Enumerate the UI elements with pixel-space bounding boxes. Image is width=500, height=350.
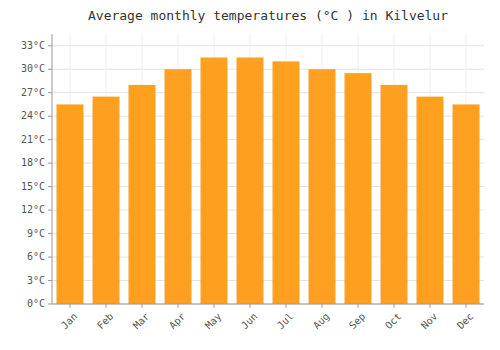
bar: [165, 69, 192, 304]
x-tick: [466, 304, 467, 308]
y-tick-label: 3°C: [27, 275, 45, 286]
y-tick: [48, 45, 52, 46]
x-tick-label: Feb: [95, 311, 116, 332]
bar: [381, 85, 408, 304]
chart: 0°C 3°C 6°C 9°C 12°C 15°C 18°C 21°C 24°C 27°C 30°C…: [0, 0, 500, 350]
x-tick: [142, 304, 143, 308]
x-tick: [322, 304, 323, 308]
bar: [93, 97, 120, 304]
x-tick-label: Mar: [131, 311, 152, 332]
x-tick-label: Aug: [311, 311, 332, 332]
y-tick: [48, 116, 52, 117]
y-tick-label: 12°C: [21, 204, 45, 215]
y-tick: [48, 186, 52, 187]
chart-container: 0°C 3°C 6°C 9°C 12°C 15°C 18°C 21°C 24°C 27°C 30°C…: [0, 0, 500, 350]
bars: [57, 57, 480, 304]
x-tick-label: Apr: [167, 311, 188, 332]
y-tick: [48, 233, 52, 234]
y-tick-label: 0°C: [27, 298, 45, 309]
y-tick: [48, 304, 52, 305]
y-tick-label: 24°C: [21, 110, 45, 121]
y-tick-label: 18°C: [21, 157, 45, 168]
y-tick: [48, 92, 52, 93]
bar: [129, 85, 156, 304]
x-tick: [214, 304, 215, 308]
y-tick-label: 6°C: [27, 251, 45, 262]
x-tick-label: Oct: [383, 311, 404, 332]
grid: [52, 34, 484, 304]
y-grid-line: [52, 304, 484, 305]
x-axis-line: [52, 304, 484, 305]
title: Average monthly temperatures (°C ) in Ki…: [88, 8, 448, 23]
y-tick-label: 9°C: [27, 228, 45, 239]
y-tick: [48, 210, 52, 211]
bar: [345, 73, 372, 304]
x-tick: [358, 304, 359, 308]
x-tick: [178, 304, 179, 308]
x-tick-label: Jan: [59, 311, 80, 332]
x-tick-label: Jul: [275, 311, 296, 332]
y-grid-line: [52, 69, 484, 70]
axes: 0°C 3°C 6°C 9°C 12°C 15°C 18°C 21°C 24°C 27°C 30°C…: [21, 34, 484, 331]
y-axis-line: [52, 34, 53, 304]
bar: [273, 61, 300, 304]
y-tick-label: 30°C: [21, 63, 45, 74]
x-tick: [250, 304, 251, 308]
y-tick-label: 21°C: [21, 134, 45, 145]
bar: [453, 104, 480, 304]
bar: [201, 57, 228, 304]
bar: [417, 97, 444, 304]
y-tick: [48, 163, 52, 164]
x-tick: [106, 304, 107, 308]
y-tick: [48, 257, 52, 258]
x-tick: [430, 304, 431, 308]
x-tick-label: Sep: [347, 311, 368, 332]
x-tick-label: Jun: [239, 311, 260, 332]
x-tick-label: Nov: [419, 311, 440, 332]
bar: [57, 104, 84, 304]
y-grid-line: [52, 92, 484, 93]
y-tick-label: 15°C: [21, 181, 45, 192]
bar: [237, 57, 264, 304]
y-tick: [48, 280, 52, 281]
x-tick-label: May: [203, 311, 224, 332]
y-tick-label: 27°C: [21, 87, 45, 98]
x-tick: [394, 304, 395, 308]
x-tick: [286, 304, 287, 308]
y-tick-label: 33°C: [21, 40, 45, 51]
x-tick-label: Dec: [455, 311, 476, 332]
bar: [309, 69, 336, 304]
y-grid-line: [52, 45, 484, 46]
y-tick: [48, 139, 52, 140]
y-tick: [48, 69, 52, 70]
x-tick: [70, 304, 71, 308]
